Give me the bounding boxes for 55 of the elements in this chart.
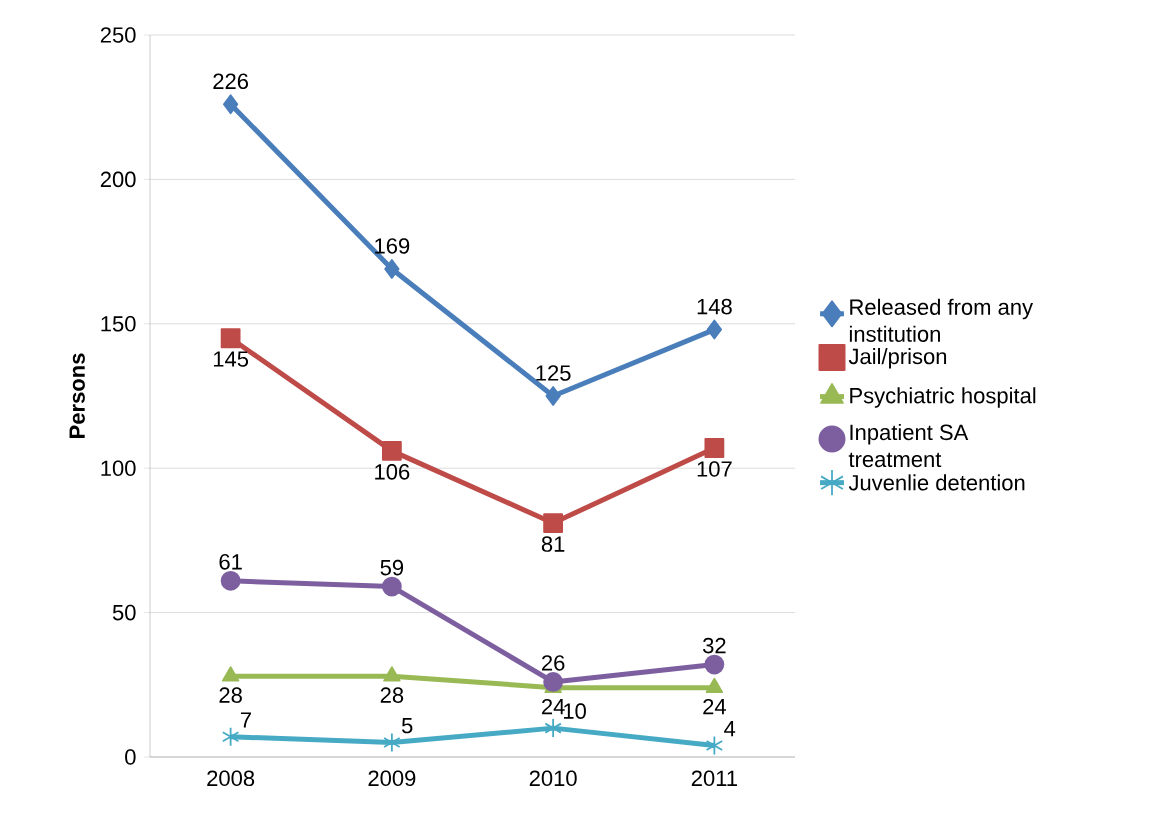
y-tick-label: 250 bbox=[100, 27, 136, 43]
y-tick-label: 100 bbox=[101, 460, 136, 476]
x-tick-label: 2011 bbox=[691, 770, 737, 787]
data-label: 81 bbox=[541, 536, 565, 552]
x-tick-label: 2010 bbox=[529, 770, 577, 787]
y-tick-label: 200 bbox=[100, 171, 136, 188]
y-tick-label: 0 bbox=[125, 749, 136, 765]
y-tick-label: 50 bbox=[112, 604, 136, 621]
point bbox=[381, 440, 402, 461]
y-axis-title: Persons bbox=[69, 353, 85, 438]
legend-label: Psychiatric hospital bbox=[850, 387, 1036, 408]
data-label: 28 bbox=[380, 687, 404, 703]
point bbox=[705, 735, 724, 756]
data-label: 148 bbox=[697, 298, 732, 315]
y-tick-label: 150 bbox=[101, 316, 136, 332]
point bbox=[704, 654, 725, 675]
legend-label: Released from any institution bbox=[849, 298, 1034, 342]
data-label: 125 bbox=[536, 365, 571, 381]
data-label: 32 bbox=[702, 637, 726, 654]
point bbox=[705, 677, 724, 694]
data-label: 107 bbox=[697, 461, 732, 477]
point bbox=[704, 438, 725, 458]
data-label: 106 bbox=[375, 464, 410, 480]
data-label: 61 bbox=[219, 554, 242, 570]
x-tick-label: 2009 bbox=[368, 770, 416, 787]
point bbox=[220, 328, 241, 349]
legend-label: Juvenlie detention bbox=[848, 474, 1025, 491]
point bbox=[381, 576, 402, 597]
data-label: 7 bbox=[240, 712, 251, 728]
data-label: 5 bbox=[401, 718, 413, 734]
point bbox=[706, 319, 723, 340]
point bbox=[384, 259, 400, 279]
point bbox=[543, 513, 564, 533]
point bbox=[221, 666, 240, 682]
data-label: 10 bbox=[564, 703, 586, 719]
point bbox=[544, 718, 562, 739]
data-label: 24 bbox=[703, 698, 726, 715]
legend-label: Inpatient SA treatment bbox=[848, 423, 969, 468]
data-label: 169 bbox=[375, 238, 410, 254]
data-label: 145 bbox=[213, 351, 249, 367]
point bbox=[383, 732, 401, 753]
point bbox=[545, 386, 561, 406]
data-label: 59 bbox=[380, 559, 404, 576]
data-label: 28 bbox=[219, 687, 242, 703]
point bbox=[222, 94, 239, 115]
x-tick-label: 2008 bbox=[207, 770, 255, 787]
point bbox=[220, 570, 241, 591]
point bbox=[383, 666, 401, 682]
data-label: 24 bbox=[542, 698, 565, 715]
data-label: 26 bbox=[542, 655, 565, 671]
legend-label: Jail/prison bbox=[848, 348, 947, 369]
data-label: 226 bbox=[213, 73, 249, 90]
data-label: 4 bbox=[724, 721, 736, 737]
point bbox=[221, 726, 240, 747]
point bbox=[543, 672, 564, 692]
